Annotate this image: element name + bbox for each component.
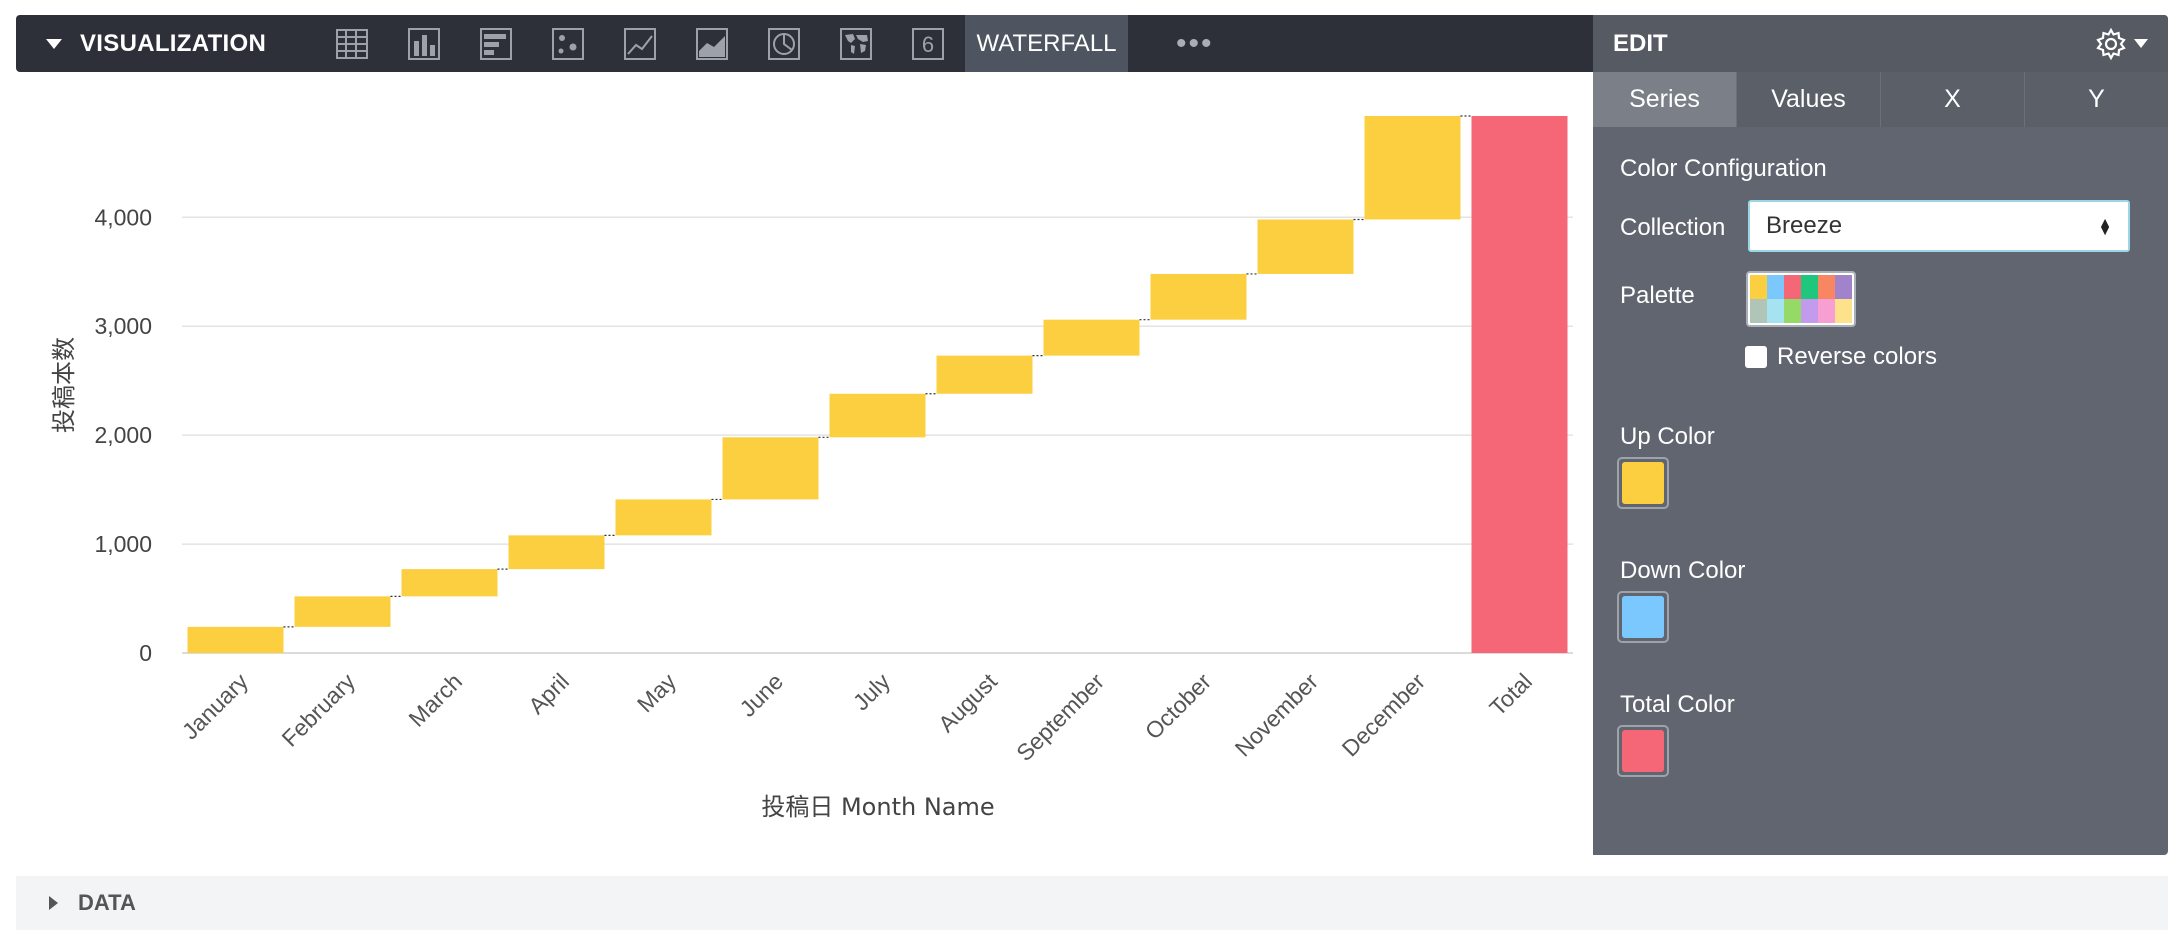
total-color-label: Total Color [1620,691,1735,718]
tab-values[interactable]: Values [1737,72,1881,127]
waterfall-bar [294,596,391,627]
y-tick-label: 1,000 [94,531,152,557]
x-tick-label: June [734,668,788,722]
total-color-swatch[interactable] [1617,725,1669,777]
data-section-toggle[interactable]: DATA [16,876,2168,930]
reverse-colors-label: Reverse colors [1777,343,1938,370]
waterfall-bar [615,499,712,536]
visualization-toggle[interactable]: VISUALIZATION [46,15,266,72]
x-tick-label: August [933,668,1002,737]
x-tick-label: July [848,668,896,716]
caret-down-icon [46,38,62,49]
caret-down-icon [2134,39,2148,48]
collection-label: Collection [1620,214,1726,241]
palette-color-9 [1801,299,1818,323]
checkbox-icon [1745,346,1767,368]
single-value-icon[interactable]: 6 [910,26,946,62]
x-tick-label: March [403,668,467,732]
waterfall-chart: 0 1,000 2,000 3,000 4,000 January February Marc… [16,80,1593,840]
waterfall-tab[interactable]: WATERFALL [965,15,1128,72]
waterfall-bar [401,569,498,597]
up-color-fill [1622,462,1664,504]
edit-header: EDIT [1593,15,2168,72]
select-arrows-icon: ▲ ▼ [2098,214,2112,238]
y-tick-label: 2,000 [94,422,152,448]
palette-label: Palette [1620,282,1695,309]
palette-color-8 [1784,299,1801,323]
waterfall-bar [508,535,605,570]
reverse-colors-checkbox[interactable]: Reverse colors [1745,343,1937,371]
line-chart-icon[interactable] [622,26,658,62]
bar-chart-icon[interactable] [478,26,514,62]
x-tick-label: December [1337,668,1431,762]
palette-picker[interactable] [1746,271,1856,327]
color-configuration-heading: Color Configuration [1620,155,1827,182]
palette-color-2 [1784,275,1801,299]
x-axis-title: 投稿日 Month Name [761,793,994,821]
waterfall-bar [187,626,284,653]
x-tick-label: April [523,668,574,719]
waterfall-bar [936,355,1033,394]
palette-color-10 [1818,299,1835,323]
palette-color-0 [1750,275,1767,299]
waterfall-bar [1150,273,1247,320]
total-bar [1471,116,1568,653]
chart-svg: 0 1,000 2,000 3,000 4,000 January February Marc… [50,115,1573,821]
more-options-icon[interactable]: ••• [1176,26,1214,60]
edit-panel: EDIT Series Values X Y Color Configurati… [1593,15,2168,855]
total-color-fill [1622,730,1664,772]
table-icon[interactable] [334,26,370,62]
visualization-toolbar: VISUALIZATION 6 WATERFALL ••• [16,15,1593,72]
tab-x[interactable]: X [1881,72,2025,127]
scatter-icon[interactable] [550,26,586,62]
waterfall-bar [1257,219,1354,274]
area-chart-icon[interactable] [694,26,730,62]
x-tick-label: Total [1484,668,1537,721]
down-color-swatch[interactable] [1617,591,1669,643]
caret-right-icon [49,896,58,910]
pie-chart-icon[interactable] [766,26,802,62]
waterfall-bar [1043,319,1140,356]
palette-color-4 [1818,275,1835,299]
tab-y[interactable]: Y [2088,85,2105,113]
palette-color-5 [1835,275,1852,299]
palette-color-3 [1801,275,1818,299]
gear-icon [2096,27,2126,60]
collection-select[interactable]: Breeze ▲ ▼ [1748,200,2130,252]
collection-value: Breeze [1766,212,1843,239]
x-tick-label: February [277,668,361,752]
edit-tabs: Series Values X Y [1593,72,2168,127]
y-tick-label: 3,000 [94,313,152,339]
down-color-label: Down Color [1620,557,1746,584]
settings-menu[interactable] [2094,27,2148,61]
x-tick-label: November [1230,668,1324,762]
up-color-label: Up Color [1620,423,1715,450]
up-color-swatch[interactable] [1617,457,1669,509]
x-tick-label: May [632,668,681,717]
waterfall-bar [722,437,819,500]
y-tick-label: 4,000 [94,204,152,230]
waterfall-bar [1364,116,1461,220]
palette-color-11 [1835,299,1852,323]
palette-color-7 [1767,299,1784,323]
y-axis-title: 投稿本数 [50,337,78,433]
edit-title: EDIT [1613,29,1668,57]
svg-text:6: 6 [922,32,934,57]
x-tick-label: September [1011,668,1109,766]
column-chart-icon[interactable] [406,26,442,62]
y-tick-label: 0 [139,640,152,666]
visualization-title: VISUALIZATION [80,29,267,57]
palette-color-6 [1750,299,1767,323]
x-tick-label: October [1140,668,1216,744]
down-color-fill [1622,596,1664,638]
data-section-title: DATA [78,890,136,915]
palette-color-1 [1767,275,1784,299]
map-icon[interactable] [838,26,874,62]
tab-series[interactable]: Series [1593,72,1737,127]
waterfall-bar [829,393,926,438]
x-tick-label: January [177,668,254,745]
